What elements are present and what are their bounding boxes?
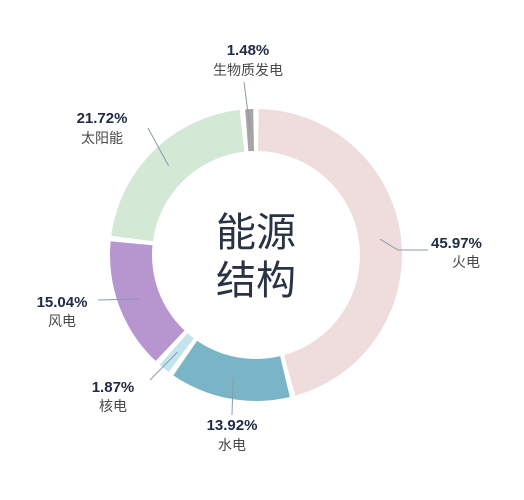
center-title-line-2: 结构 [216,258,296,304]
slice-category-label-1: 水电 [218,438,246,454]
labels-layer: 45.97% 火电 13.92% 水电 1.87% 核电 15.04% 风电 21.72% 太阳能… [37,42,482,454]
slice-0 [257,109,402,396]
slice-value-label-5: 1.48% [227,42,270,59]
slice-value-label-4: 21.72% [77,110,128,127]
slice-category-label-0: 火电 [452,255,480,271]
slice-1 [173,340,290,401]
center-title-line-1: 能源 [216,210,296,256]
slice-value-label-0: 45.97% [431,235,482,252]
leader-line-0 [379,238,428,251]
slice-category-label-5: 生物质发电 [213,63,283,79]
slice-category-label-3: 风电 [48,314,76,330]
leader-line-1 [231,377,234,416]
slices-layer [110,109,402,401]
slice-3 [110,241,185,362]
center-title: 能源 结构 [216,210,296,304]
slice-5 [245,109,255,152]
leader-line-4 [147,127,169,166]
slice-value-label-1: 13.92% [207,417,258,434]
leader-line-3 [97,298,139,301]
leader-line-2 [149,351,178,381]
leader-line-5 [243,81,251,131]
leader-lines-layer [97,81,428,416]
slice-category-label-2: 核电 [99,399,127,415]
slice-4 [111,109,245,242]
slice-value-label-3: 15.04% [37,294,88,311]
slice-category-label-4: 太阳能 [81,131,123,147]
slice-value-label-2: 1.87% [92,379,135,396]
